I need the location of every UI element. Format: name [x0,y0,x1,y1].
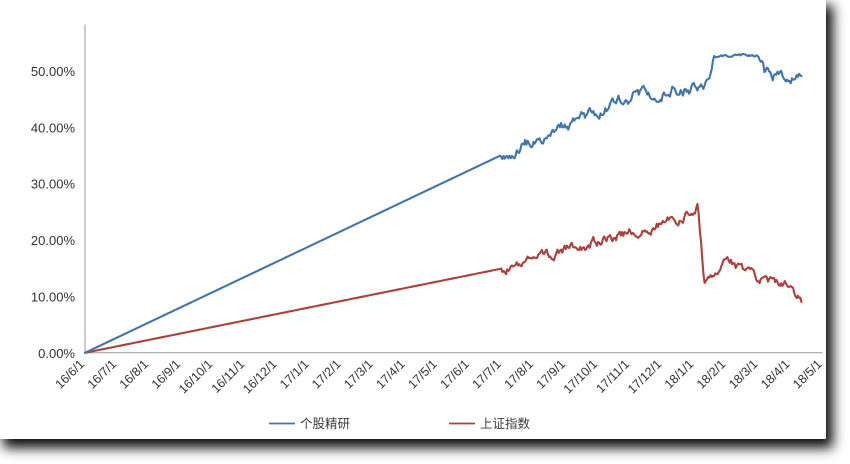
svg-text:17/2/1: 17/2/1 [309,357,344,392]
svg-text:17/4/1: 17/4/1 [373,357,408,392]
svg-text:18/1/1: 18/1/1 [662,357,697,392]
svg-text:上证指数: 上证指数 [480,416,531,431]
svg-text:30.00%: 30.00% [31,177,76,192]
svg-text:18/4/1: 18/4/1 [758,357,793,392]
svg-text:10.00%: 10.00% [31,289,76,304]
svg-text:40.00%: 40.00% [31,120,76,135]
svg-text:50.00%: 50.00% [31,64,76,79]
svg-text:18/3/1: 18/3/1 [726,357,761,392]
svg-text:17/1/1: 17/1/1 [277,357,312,392]
svg-text:16/12/1: 16/12/1 [240,357,279,396]
svg-text:17/10/1: 17/10/1 [561,357,600,396]
svg-text:17/3/1: 17/3/1 [341,357,376,392]
svg-text:16/6/1: 16/6/1 [53,357,88,392]
svg-text:17/8/1: 17/8/1 [502,357,537,392]
svg-text:16/11/1: 16/11/1 [209,357,248,396]
svg-text:17/7/1: 17/7/1 [469,357,504,392]
svg-text:17/5/1: 17/5/1 [405,357,440,392]
svg-text:18/5/1: 18/5/1 [790,357,825,392]
svg-text:17/11/1: 17/11/1 [593,357,632,396]
svg-text:20.00%: 20.00% [31,233,76,248]
svg-text:个股精研: 个股精研 [300,417,350,431]
svg-text:16/8/1: 16/8/1 [117,357,152,392]
svg-text:17/6/1: 17/6/1 [437,357,472,392]
svg-text:16/7/1: 16/7/1 [85,357,120,392]
svg-text:18/2/1: 18/2/1 [694,357,729,392]
svg-text:17/12/1: 17/12/1 [625,357,664,396]
svg-text:0.00%: 0.00% [38,346,75,361]
svg-text:16/10/1: 16/10/1 [176,357,215,396]
